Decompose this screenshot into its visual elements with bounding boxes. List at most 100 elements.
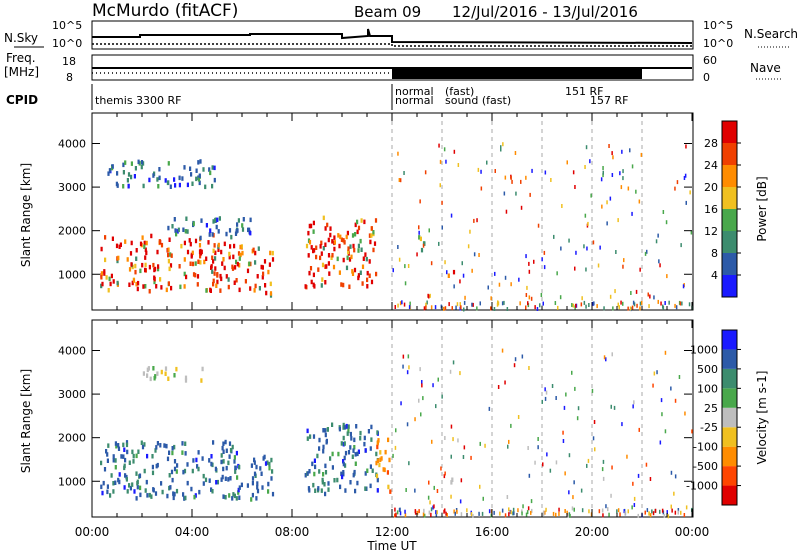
range-cell: [433, 504, 435, 509]
range-cell: [349, 244, 352, 249]
range-cell: [251, 492, 254, 498]
range-cell: [680, 243, 682, 248]
range-cell: [486, 160, 488, 165]
range-cell: [566, 160, 568, 165]
range-cell: [232, 254, 235, 260]
range-cell: [233, 455, 236, 460]
range-cell: [506, 495, 509, 499]
range-cell: [616, 509, 618, 514]
range-cell: [161, 489, 164, 495]
range-cell: [211, 269, 214, 274]
range-cell: [356, 480, 359, 486]
range-cell: [577, 406, 580, 411]
range-cell: [132, 278, 136, 283]
range-cell: [430, 512, 432, 517]
range-cell: [119, 242, 122, 247]
range-cell: [142, 161, 145, 166]
range-cell: [263, 259, 267, 264]
range-cell: [647, 292, 649, 297]
range-cell: [462, 273, 465, 278]
range-cell: [426, 300, 428, 305]
range-cell: [435, 510, 437, 515]
range-cell: [177, 227, 180, 233]
range-cell: [100, 484, 103, 490]
range-cell: [396, 510, 399, 515]
range-cell: [664, 301, 666, 305]
range-cell: [515, 191, 517, 196]
power-panel: 1000 2000 3000 4000 Slant Range [km]: [19, 112, 694, 312]
range-cell: [148, 264, 151, 270]
range-cell: [463, 300, 466, 305]
range-cell: [429, 293, 431, 298]
range-cell: [144, 247, 147, 252]
range-cell: [648, 304, 650, 309]
range-cell: [312, 229, 315, 234]
range-cell: [354, 488, 357, 494]
range-cell: [134, 166, 137, 171]
range-cell: [211, 183, 214, 189]
range-cell: [359, 270, 362, 275]
range-cell: [366, 284, 369, 289]
range-cell: [128, 460, 131, 465]
range-cell: [329, 232, 332, 238]
range-cell: [446, 270, 448, 275]
range-cell: [306, 471, 309, 476]
range-cell: [684, 173, 687, 178]
range-cell: [339, 234, 342, 240]
range-cell: [340, 237, 343, 242]
range-cell: [445, 511, 447, 516]
range-cell: [199, 251, 203, 256]
range-cell: [552, 511, 555, 516]
range-cell: [102, 480, 105, 486]
range-cell: [498, 282, 501, 287]
range-cell: [156, 177, 159, 182]
range-cell: [312, 282, 315, 288]
range-cell: [139, 492, 142, 498]
range-cell: [610, 404, 612, 409]
range-cell: [182, 492, 185, 497]
range-cell: [567, 513, 569, 518]
range-cell: [260, 471, 263, 476]
range-cell: [440, 466, 442, 471]
range-cell: [250, 497, 253, 502]
range-cell: [682, 284, 685, 289]
colorbar-tick-label: 12: [704, 225, 718, 238]
range-cell: [490, 513, 493, 518]
range-cell: [363, 219, 366, 225]
range-cell: [602, 459, 605, 464]
range-cell: [129, 251, 133, 256]
range-cell: [355, 424, 358, 429]
range-cell: [317, 267, 320, 272]
colorbar-swatch: [722, 330, 737, 350]
range-cell: [205, 256, 208, 261]
range-cell: [233, 280, 236, 285]
range-cell: [322, 444, 325, 450]
range-cell: [367, 429, 370, 434]
range-cell: [379, 450, 382, 455]
range-cell: [357, 449, 360, 454]
range-cell: [574, 266, 576, 271]
range-cell: [220, 276, 223, 282]
range-cell: [432, 383, 434, 388]
range-cell: [148, 492, 151, 498]
range-cell: [525, 305, 527, 310]
range-cell: [184, 375, 188, 381]
range-cell: [439, 183, 441, 188]
range-cell: [248, 261, 251, 266]
range-cell: [685, 144, 687, 149]
range-cell: [370, 424, 373, 430]
range-cell: [525, 293, 528, 297]
range-cell: [135, 256, 138, 261]
range-cell: [217, 242, 220, 248]
range-cell: [170, 469, 174, 475]
range-cell: [146, 453, 149, 459]
range-cell: [572, 495, 574, 500]
range-cell: [652, 383, 654, 388]
range-cell: [169, 252, 172, 257]
range-cell: [352, 448, 355, 453]
range-cell: [100, 275, 103, 280]
range-cell: [608, 144, 610, 148]
range-cell: [173, 373, 176, 378]
range-cell: [328, 271, 331, 276]
range-cell: [340, 471, 343, 477]
